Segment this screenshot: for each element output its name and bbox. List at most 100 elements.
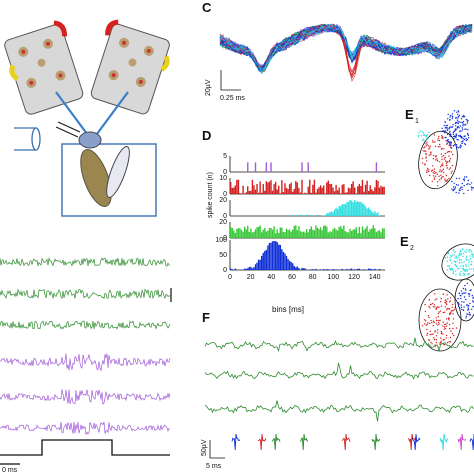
cluster-point: [457, 184, 459, 186]
cluster-point: [445, 327, 447, 330]
cluster-point: [452, 153, 454, 156]
histogram-bar: [288, 260, 291, 270]
cluster-point: [452, 318, 455, 320]
cluster-point: [435, 307, 438, 309]
cluster-point: [438, 161, 441, 163]
cluster-point: [435, 172, 437, 174]
histogram-bar: [251, 268, 254, 270]
histogram-bar: [330, 211, 333, 216]
cluster-point: [467, 133, 469, 135]
histogram-bar: [357, 268, 359, 270]
cluster-point: [462, 309, 465, 311]
histogram-bar: [313, 230, 316, 238]
cluster-point: [440, 297, 442, 300]
histogram-bar: [290, 182, 292, 194]
cluster-point: [467, 179, 469, 182]
cluster-point: [436, 158, 438, 160]
cluster-point: [439, 169, 441, 171]
cluster-point: [461, 141, 463, 143]
cluster-point: [444, 299, 446, 301]
cluster-point: [462, 120, 465, 123]
cluster-point: [461, 268, 464, 270]
cluster-point: [465, 317, 467, 319]
cluster-point: [425, 156, 427, 158]
cluster-point: [446, 124, 449, 127]
histogram-bar: [343, 204, 345, 216]
cluster-point: [446, 294, 448, 296]
cluster-point: [432, 154, 435, 157]
cluster-point: [466, 183, 468, 186]
histogram-bar: [343, 184, 345, 194]
histogram-bar: [279, 244, 281, 270]
spike-snippet: [371, 433, 381, 451]
cluster-point: [452, 124, 454, 126]
histogram-bar: [354, 269, 356, 270]
cluster-point: [444, 301, 447, 304]
cluster-point: [441, 135, 443, 137]
cluster-point: [465, 123, 467, 126]
histogram-bar: [369, 268, 371, 270]
cluster-point: [428, 169, 430, 171]
cluster-point: [461, 301, 463, 303]
cluster-point: [430, 303, 432, 305]
cluster-point: [446, 165, 448, 167]
cluster-point: [432, 172, 434, 174]
histogram-bar: [378, 187, 381, 194]
histogram-bar: [371, 189, 373, 194]
cluster-point: [453, 137, 455, 140]
cluster-point: [443, 338, 445, 341]
cluster-point: [462, 266, 464, 268]
histogram-bar: [344, 192, 347, 194]
cluster-point: [451, 188, 453, 190]
cluster-point: [457, 113, 459, 116]
cluster-point: [461, 142, 463, 145]
cluster-point: [434, 299, 436, 301]
histogram-bar: [347, 201, 350, 216]
histogram-bar: [369, 229, 371, 238]
histogram-bar: [374, 268, 376, 270]
histogram-bar: [301, 231, 303, 238]
cluster-point: [466, 122, 469, 124]
cluster-point: [454, 270, 456, 272]
cluster-point: [464, 135, 466, 137]
histogram-bar: [292, 214, 294, 216]
cluster-point: [427, 167, 429, 170]
cluster-point: [465, 257, 467, 259]
panel-c-amplitude-label: 20µV: [205, 79, 212, 96]
cluster-point: [442, 137, 444, 140]
histogram-bar: [344, 231, 347, 238]
cluster-point: [467, 307, 469, 309]
histogram-bar: [363, 269, 365, 270]
cluster-point: [425, 138, 428, 140]
histogram-bar: [327, 180, 330, 194]
cluster-point: [462, 128, 464, 130]
cluster-point: [471, 253, 473, 255]
histogram-bar: [257, 226, 260, 238]
histogram-bar: [261, 192, 263, 194]
cluster-point: [471, 189, 473, 191]
histogram-bar: [341, 268, 343, 270]
histogram-bar: [312, 184, 314, 194]
histogram-ytick: 20: [219, 197, 227, 204]
cluster-point: [426, 334, 428, 336]
histogram-bar: [285, 255, 288, 270]
cluster-point: [445, 318, 448, 320]
cluster-point: [449, 118, 451, 121]
histogram-bar: [307, 162, 309, 172]
cluster-point: [451, 333, 454, 335]
cluster-point: [467, 313, 469, 315]
cluster-point: [467, 308, 470, 310]
panel-label-c: C: [202, 0, 212, 15]
cluster-point: [423, 147, 425, 149]
histogram-bar: [319, 185, 322, 194]
cluster-point: [454, 264, 456, 266]
histogram-bar: [367, 191, 370, 194]
histogram-ytick: 0: [223, 213, 227, 220]
histogram-bar: [329, 183, 331, 194]
cluster-point: [458, 127, 460, 129]
histogram-bar: [233, 187, 235, 194]
cluster-point: [453, 182, 455, 185]
histogram-bar: [315, 268, 317, 270]
cluster-point: [424, 303, 426, 306]
filtered-trace-1: [204, 337, 474, 353]
